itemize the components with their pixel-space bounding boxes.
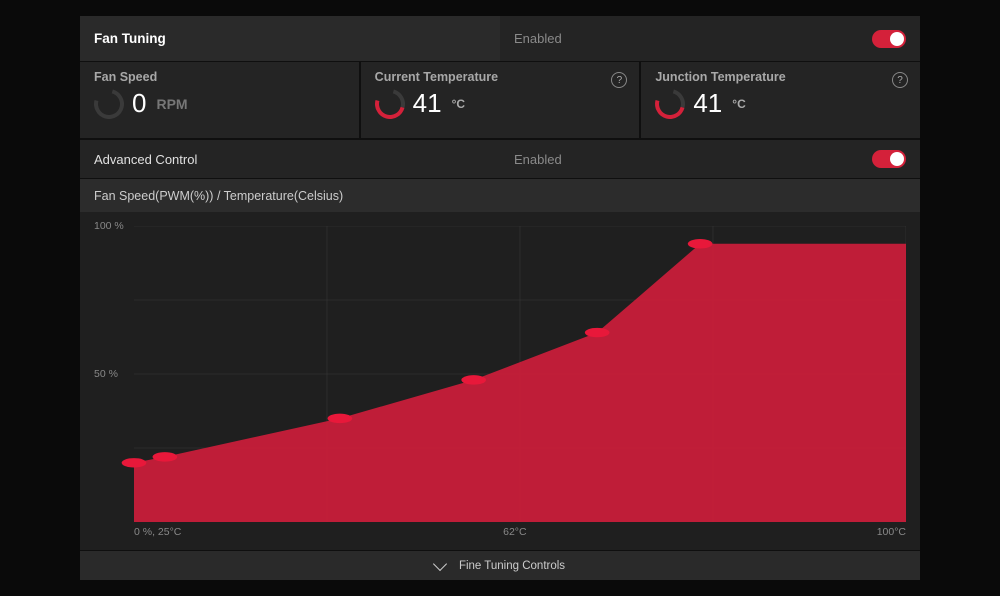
advanced-control-label: Advanced Control [80,140,500,178]
fan-tuning-toggle[interactable] [872,30,906,48]
fan-curve-point[interactable] [328,414,353,423]
fine-tuning-expand[interactable]: Fine Tuning Controls [80,550,920,580]
fine-tuning-label: Fine Tuning Controls [459,560,565,572]
fan-tuning-header: Fan Tuning Enabled [80,16,920,62]
panel-title: Fan Tuning [80,16,500,61]
fan-curve-point[interactable] [585,328,610,337]
chart-x-tick: 0 %, 25°C [134,526,181,538]
junction-temp-label: Junction Temperature [655,70,906,84]
advanced-status-label: Enabled [514,152,562,167]
current-temp-help-icon[interactable]: ? [611,72,627,88]
chart-y-tick: 50 % [94,368,118,380]
chart-y-tick: 100 % [94,220,124,232]
fan-curve-point[interactable] [122,458,147,467]
fan-curve-chart[interactable]: 100 % 50 % 0 %, 25°C 62°C 100°C [80,212,920,550]
fan-speed-label: Fan Speed [94,70,345,84]
chart-title: Fan Speed(PWM(%)) / Temperature(Celsius) [80,178,920,212]
junction-temp-help-icon[interactable]: ? [892,72,908,88]
fan-tuning-toggle-row: Enabled [500,16,920,61]
current-temp-stat: ? Current Temperature 41 °C [361,62,640,138]
junction-temp-unit: °C [732,97,745,111]
advanced-control-toggle-row: Enabled [500,140,920,178]
fan-tuning-panel: Fan Tuning Enabled Fan Speed 0 RPM ? Cur… [80,16,920,580]
current-temp-unit: °C [452,97,465,111]
current-temp-label: Current Temperature [375,70,626,84]
junction-temp-gauge-icon [655,89,685,119]
fan-speed-unit: RPM [156,96,187,112]
current-temp-gauge-icon [375,89,405,119]
fan-speed-value: 0 [132,88,146,119]
chart-x-tick: 100°C [877,526,906,538]
chart-plot[interactable] [134,226,906,522]
fan-curve-point[interactable] [688,239,713,248]
chevron-down-icon [433,556,447,570]
fan-curve-point[interactable] [153,452,178,461]
junction-temp-stat: ? Junction Temperature 41 °C [641,62,920,138]
fan-curve-point[interactable] [461,375,486,384]
stats-row: Fan Speed 0 RPM ? Current Temperature 41… [80,62,920,138]
chart-x-tick: 62°C [503,526,526,538]
fan-tuning-status-label: Enabled [514,31,562,46]
fan-speed-stat: Fan Speed 0 RPM [80,62,359,138]
fan-speed-gauge-icon [94,89,124,119]
advanced-control-toggle[interactable] [872,150,906,168]
junction-temp-value: 41 [693,88,722,119]
current-temp-value: 41 [413,88,442,119]
advanced-control-row: Advanced Control Enabled [80,138,920,178]
